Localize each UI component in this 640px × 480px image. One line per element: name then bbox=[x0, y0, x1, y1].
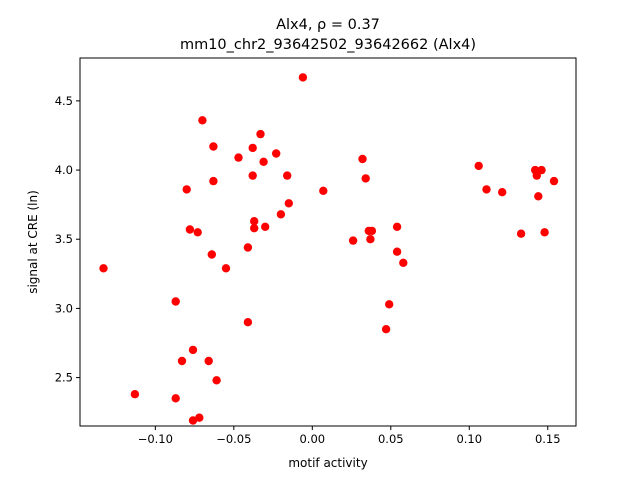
data-point bbox=[284, 199, 293, 208]
data-point bbox=[193, 228, 202, 237]
data-point bbox=[259, 157, 268, 166]
data-point bbox=[171, 394, 180, 403]
data-point bbox=[537, 165, 546, 175]
y-tick-label: 4.5 bbox=[55, 94, 73, 108]
data-point bbox=[358, 154, 367, 164]
plot-area bbox=[79, 57, 577, 427]
data-point bbox=[248, 143, 257, 153]
data-point bbox=[248, 171, 257, 180]
x-tick-label: 0.15 bbox=[535, 432, 561, 446]
data-point bbox=[177, 356, 187, 366]
data-point bbox=[171, 297, 180, 306]
data-point bbox=[212, 376, 221, 385]
data-point bbox=[361, 174, 370, 183]
data-point bbox=[474, 161, 483, 171]
x-tick-label: 0.10 bbox=[456, 432, 482, 446]
plot-frame bbox=[79, 57, 577, 427]
data-point bbox=[99, 264, 108, 273]
data-point bbox=[348, 236, 358, 245]
data-point bbox=[250, 217, 259, 226]
data-point bbox=[399, 258, 408, 267]
y-tick-label: 3.5 bbox=[55, 232, 73, 246]
data-point bbox=[185, 225, 195, 234]
x-tick-label: 0.05 bbox=[378, 432, 404, 446]
data-point bbox=[498, 188, 507, 197]
data-point bbox=[540, 228, 549, 237]
data-point bbox=[392, 247, 402, 256]
data-point bbox=[392, 222, 402, 231]
data-point bbox=[272, 149, 281, 158]
data-point bbox=[209, 142, 218, 151]
data-point bbox=[532, 171, 541, 180]
x-axis: −0.10 −0.05 0.00 0.05 0.10 0.15 bbox=[138, 426, 561, 446]
data-point bbox=[250, 224, 259, 233]
data-point bbox=[366, 235, 375, 244]
data-point bbox=[188, 416, 198, 425]
y-tick-label: 4.0 bbox=[55, 163, 73, 177]
data-point bbox=[198, 116, 207, 125]
data-point bbox=[182, 185, 191, 194]
data-point bbox=[207, 250, 216, 259]
data-point bbox=[319, 186, 328, 195]
data-point bbox=[256, 129, 265, 139]
data-point bbox=[261, 222, 270, 231]
data-point bbox=[234, 153, 243, 162]
y-tick-label: 3.0 bbox=[55, 301, 73, 315]
x-tick-label: 0.00 bbox=[299, 432, 325, 446]
data-point bbox=[204, 356, 213, 366]
data-point bbox=[298, 73, 308, 82]
x-tick-label: −0.10 bbox=[138, 432, 173, 446]
y-axis: 2.5 3.0 3.5 4.0 4.5 bbox=[55, 94, 80, 385]
data-point bbox=[385, 300, 394, 309]
data-point bbox=[482, 185, 491, 194]
data-point bbox=[534, 192, 543, 201]
chart-title-line2: mm10_chr2_93642502_93642662 (Alx4) bbox=[180, 37, 476, 53]
data-point bbox=[243, 318, 253, 327]
data-point bbox=[367, 226, 377, 236]
x-tick-label: −0.05 bbox=[216, 432, 251, 446]
data-point bbox=[276, 210, 286, 219]
x-axis-label: motif activity bbox=[288, 456, 367, 470]
data-point bbox=[381, 325, 391, 334]
data-point bbox=[195, 413, 204, 422]
data-point bbox=[130, 390, 140, 399]
data-point bbox=[209, 176, 218, 186]
data-point bbox=[283, 171, 292, 180]
data-point bbox=[243, 243, 253, 252]
y-axis-label: signal at CRE (ln) bbox=[26, 190, 40, 294]
data-point bbox=[188, 345, 198, 355]
data-point bbox=[221, 264, 231, 273]
chart-title-line1: Alx4, ρ = 0.37 bbox=[276, 17, 380, 33]
data-point bbox=[516, 229, 526, 238]
data-point bbox=[549, 176, 559, 186]
y-tick-label: 2.5 bbox=[55, 371, 73, 385]
